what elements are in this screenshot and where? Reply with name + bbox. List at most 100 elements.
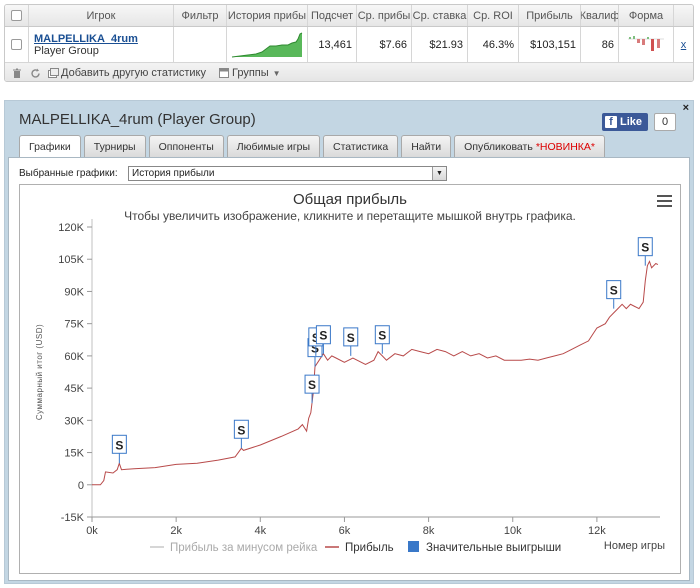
form-bars <box>628 35 664 51</box>
tab-label: Любимые игры <box>236 140 311 153</box>
big-win-marker-label: S <box>312 331 320 345</box>
header-avg-profit[interactable]: Ср. прибы <box>357 5 412 26</box>
big-win-marker-label: S <box>641 241 649 255</box>
count-value: 13,461 <box>308 27 357 62</box>
player-stats-table: Игрок Фильтр История прибы Подсчет Ср. п… <box>4 4 694 82</box>
facebook-icon: f <box>605 116 617 128</box>
tab-label: Оппоненты <box>158 140 214 153</box>
header-player[interactable]: Игрок <box>29 5 174 26</box>
history-sparkline-cell[interactable] <box>227 27 308 62</box>
legend-item-rake: Прибыль за минусом рейка <box>170 542 318 554</box>
form-bars-cell <box>619 27 674 62</box>
player-detail-panel: MALPELLIKA_4rum (Player Group) × f Like … <box>4 100 694 584</box>
header-empty <box>674 5 693 26</box>
x-tick-label: 0k <box>86 525 98 537</box>
header-count[interactable]: Подсчет <box>308 5 357 26</box>
facebook-like-label: Like <box>620 116 643 128</box>
row-checkbox-cell[interactable] <box>5 27 29 62</box>
selected-charts-value: История прибыли <box>132 168 215 179</box>
avg-roi-value: 46.3% <box>468 27 519 62</box>
groups-dropdown[interactable]: Группы <box>232 67 269 79</box>
chart-subtitle: Чтобы увеличить изображение, кликните и … <box>124 209 576 223</box>
refresh-icon[interactable] <box>29 67 41 79</box>
header-form[interactable]: Форма <box>619 5 674 26</box>
tab-favorite-games[interactable]: Любимые игры <box>226 135 321 157</box>
select-all-checkbox-cell[interactable] <box>5 5 29 26</box>
tab-tournaments[interactable]: Турниры <box>83 135 146 157</box>
legend-item-big-wins: Значительные выигрыши <box>426 542 561 554</box>
panel-tabs: Графики Турниры Оппоненты Любимые игры С… <box>19 135 605 158</box>
chevron-down-icon[interactable]: ▼ <box>432 167 446 180</box>
big-win-marker <box>304 374 320 394</box>
player-group-label: Player Group <box>34 44 99 57</box>
y-axis-label: Суммарный итог (USD) <box>35 324 44 420</box>
y-tick-label: 120K <box>58 222 84 234</box>
tab-publish[interactable]: Опубликовать *НОВИНКА* <box>454 135 605 157</box>
x-tick-label: 12k <box>588 525 606 537</box>
tab-find[interactable]: Найти <box>401 135 452 157</box>
big-win-marker-label: S <box>115 438 123 452</box>
profit-chart[interactable]: Общая прибыль Чтобы увеличить изображени… <box>19 184 681 574</box>
select-all-checkbox[interactable] <box>11 10 22 21</box>
big-win-marker-label: S <box>237 423 245 437</box>
y-tick-label: -15K <box>61 512 85 524</box>
header-history[interactable]: История прибы <box>227 5 308 26</box>
table-row[interactable]: MALPELLIKA_4rum Player Group 13,461 $7.6… <box>5 27 693 63</box>
big-win-marker <box>606 280 622 300</box>
y-tick-label: 75K <box>64 319 84 331</box>
panel-title: MALPELLIKA_4rum (Player Group) <box>19 111 256 128</box>
header-profit[interactable]: Прибыль <box>519 5 581 26</box>
x-axis-label: Номер игры <box>604 540 665 552</box>
selected-charts-select[interactable]: История прибыли ▼ <box>128 166 447 181</box>
x-tick-label: 2k <box>170 525 182 537</box>
filter-cell <box>174 27 227 62</box>
x-tick-label: 8k <box>423 525 435 537</box>
x-tick-label: 4k <box>254 525 266 537</box>
big-win-marker <box>111 434 127 454</box>
header-filter[interactable]: Фильтр <box>174 5 227 26</box>
chart-canvas[interactable]: -15K 0 15K 30K 45K 60K 75K 90K 105K 120K 0k 2k 4k 6k 8… <box>20 185 680 573</box>
tab-opponents[interactable]: Оппоненты <box>148 135 224 157</box>
facebook-like-count: 0 <box>654 113 676 131</box>
y-tick-label: 30K <box>64 415 84 427</box>
add-stat-icon[interactable] <box>47 67 59 79</box>
y-tick-label: 90K <box>64 286 84 298</box>
tab-statistics[interactable]: Статистика <box>323 135 399 157</box>
big-win-marker <box>374 325 390 345</box>
chart-menu-icon[interactable] <box>657 195 672 207</box>
tab-label: Статистика <box>333 140 389 153</box>
add-stat-link[interactable]: Добавить другую статистику <box>61 67 206 79</box>
avg-profit-value: $7.66 <box>357 27 412 62</box>
facebook-like-button[interactable]: f Like <box>602 113 648 131</box>
tab-label: Найти <box>411 140 442 153</box>
new-badge: *НОВИНКА* <box>535 140 595 153</box>
tab-label: Турниры <box>93 140 136 153</box>
remove-row-link[interactable]: x <box>680 38 687 51</box>
table-header: Игрок Фильтр История прибы Подсчет Ср. п… <box>5 5 693 27</box>
header-qualif[interactable]: Квалиф <box>581 5 619 26</box>
x-tick-label: 10k <box>504 525 522 537</box>
history-sparkline <box>231 32 303 57</box>
groups-icon[interactable] <box>218 67 230 79</box>
remove-row-cell[interactable]: x <box>674 27 693 62</box>
trash-icon[interactable] <box>11 67 23 79</box>
big-win-marker-label: S <box>347 331 355 345</box>
header-avg-roi[interactable]: Ср. ROI <box>468 5 519 26</box>
charts-tab-content: Выбранные графики: История прибыли ▼ Общ… <box>8 157 690 581</box>
big-win-marker-label: S <box>378 329 386 343</box>
big-win-marker <box>637 237 653 257</box>
profit-value: $103,151 <box>519 27 581 62</box>
row-checkbox[interactable] <box>11 39 22 50</box>
header-avg-stake[interactable]: Ср. ставка <box>412 5 468 26</box>
player-name-link[interactable]: MALPELLIKA_4rum <box>34 32 138 45</box>
close-icon[interactable]: × <box>682 102 689 114</box>
player-cell: MALPELLIKA_4rum Player Group <box>29 27 174 62</box>
avg-stake-value: $21.93 <box>412 27 468 62</box>
groups-chevron-down-icon[interactable]: ▼ <box>272 68 281 78</box>
big-win-marker <box>315 325 331 345</box>
tab-charts[interactable]: Графики <box>19 135 81 158</box>
big-win-marker-label: S <box>308 378 316 392</box>
y-tick-label: 0 <box>78 480 84 492</box>
big-win-marker-label: S <box>311 342 319 356</box>
y-tick-label: 45K <box>64 383 84 395</box>
